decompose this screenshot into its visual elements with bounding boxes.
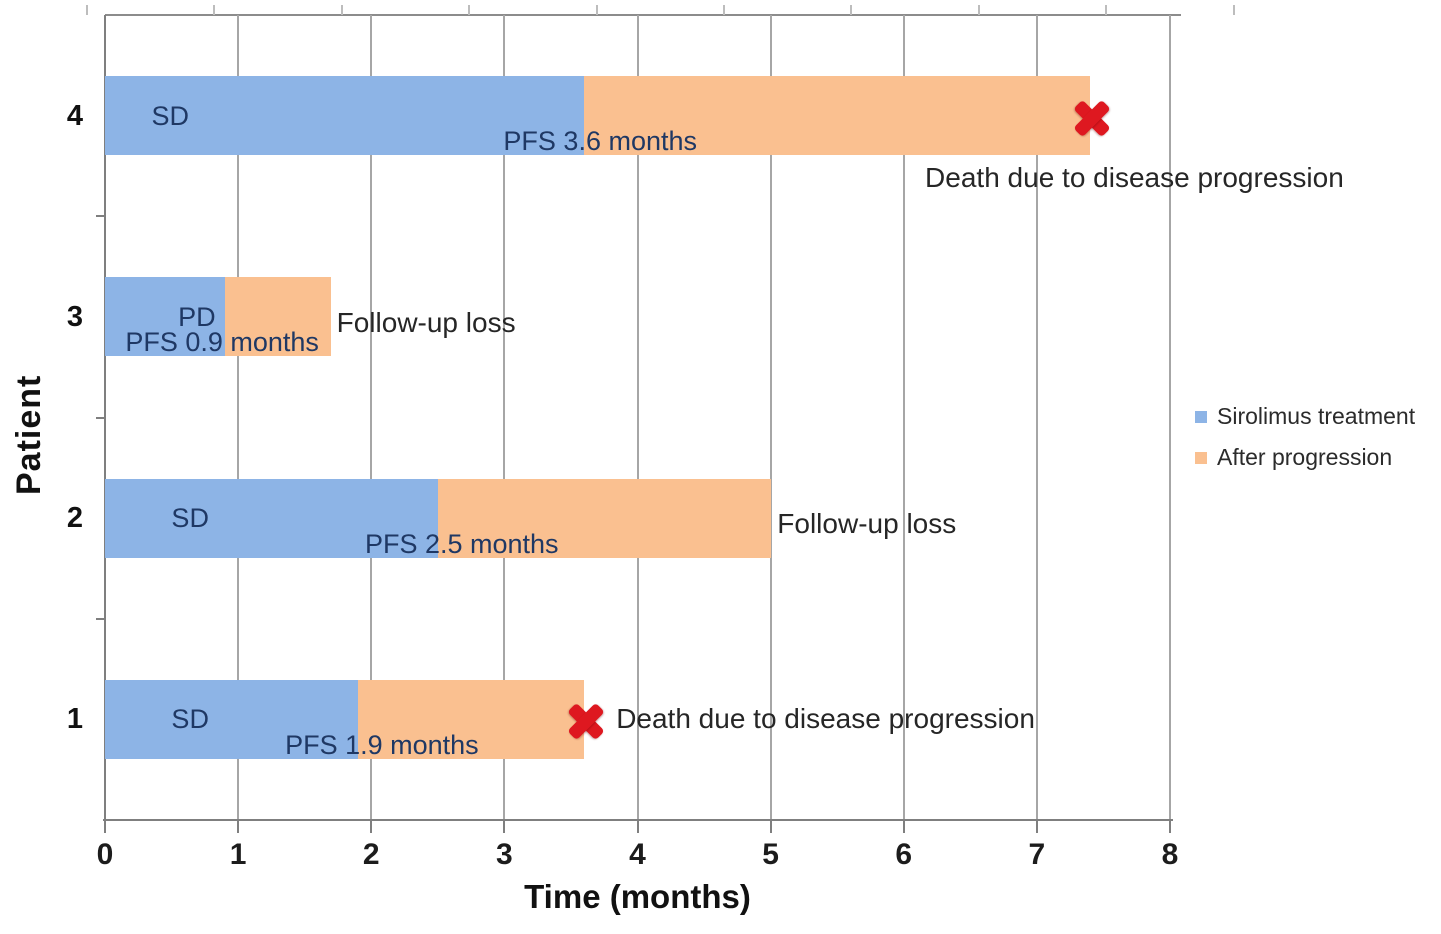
patient-number-label: 2 (66, 502, 83, 535)
top-tick-mark (86, 5, 88, 15)
gridline (1035, 15, 1038, 820)
x-axis-tick (1169, 820, 1171, 833)
x-axis-tick-label: 7 (1028, 838, 1046, 871)
response-label: SD (171, 503, 209, 534)
top-tick-mark (977, 5, 980, 15)
sirolimus-swatch-icon (1195, 410, 1207, 423)
sirolimus-bar-segment (105, 76, 585, 156)
gridline (636, 15, 639, 820)
x-axis-tick-label: 2 (362, 838, 380, 871)
legend: Sirolimus treatment After progression (1195, 403, 1415, 471)
x-axis-tick (503, 820, 506, 833)
patient-number-label: 1 (66, 703, 83, 736)
patient-number-label: 3 (66, 300, 83, 333)
after-progression-bar-segment (357, 679, 585, 759)
x-axis-tick-label: 1 (229, 838, 247, 871)
top-tick-mark (213, 5, 216, 15)
x-axis-tick-label: 3 (496, 838, 513, 871)
x-axis-tick-label: 4 (629, 838, 646, 871)
x-axis-tick (370, 820, 373, 833)
x-axis-tick (769, 820, 772, 833)
top-tick-mark (1232, 5, 1235, 15)
legend-item-sirolimus: Sirolimus treatment (1195, 403, 1415, 430)
after-progression-bar-segment (224, 277, 332, 357)
y-axis-line (104, 15, 106, 820)
sirolimus-bar-segment (105, 679, 358, 759)
death-marker-icon (567, 703, 605, 741)
sirolimus-bar-segment (105, 277, 225, 357)
plot-area: 4 SD PFS 3.6 months Death due to disease pr… (67, 5, 1344, 820)
gridline (902, 15, 905, 820)
outcome-annotation: Follow-up loss (777, 508, 957, 540)
outcome-annotation: Death due to disease progression (616, 703, 1035, 735)
x-axis-tick (902, 820, 905, 833)
after-progression-bar-segment (584, 76, 1091, 156)
response-label: PD (178, 301, 216, 332)
plot-top-border (105, 14, 1181, 16)
legend-item-after-progression: After progression (1195, 444, 1415, 471)
patient-number-label: 4 (66, 99, 83, 132)
pfs-label: PFS 1.9 months (285, 729, 479, 760)
pfs-label: PFS 2.5 months (364, 528, 559, 559)
after-progression-swatch-icon (1195, 451, 1207, 464)
x-axis-tick-label: 5 (762, 838, 779, 871)
outcome-annotation: Death due to disease progression (925, 162, 1344, 194)
gridline (237, 15, 240, 820)
x-axis: Time (months) 0 1 2 3 4 5 6 7 8 (97, 819, 1178, 934)
death-marker-icon (1073, 99, 1111, 137)
top-tick-mark (850, 5, 853, 15)
after-progression-bar-segment (437, 478, 771, 558)
gridline (370, 15, 373, 820)
y-axis-tick (96, 215, 105, 218)
y-axis-title: Patient (10, 374, 48, 495)
legend-label: Sirolimus treatment (1217, 403, 1416, 429)
x-axis-tick (104, 820, 106, 833)
top-tick-mark (468, 5, 471, 15)
x-axis-tick (1035, 820, 1038, 833)
response-label: SD (171, 704, 209, 735)
gridline (1169, 15, 1171, 820)
pfs-label: PFS 0.9 months (125, 327, 319, 358)
pfs-label: PFS 3.6 months (503, 126, 698, 157)
y-axis-tick (96, 617, 105, 620)
top-tick-mark (340, 5, 343, 15)
x-axis-tick-label: 8 (1161, 838, 1179, 871)
legend-label: After progression (1217, 444, 1393, 470)
response-label: SD (151, 100, 189, 131)
x-axis-tick (636, 820, 639, 833)
x-axis-tick (237, 820, 240, 833)
gridline (503, 15, 506, 820)
top-tick-mark (1105, 5, 1108, 15)
gridline (769, 15, 772, 820)
y-axis-tick (96, 416, 105, 419)
top-tick-mark (595, 5, 598, 15)
outcome-annotation: Follow-up loss (336, 306, 516, 338)
x-axis-tick-label: 0 (96, 838, 114, 871)
sirolimus-bar-segment (105, 478, 438, 558)
x-axis-title: Time (months) (524, 878, 751, 915)
x-axis-tick-label: 6 (895, 838, 913, 871)
top-tick-mark (723, 5, 725, 15)
